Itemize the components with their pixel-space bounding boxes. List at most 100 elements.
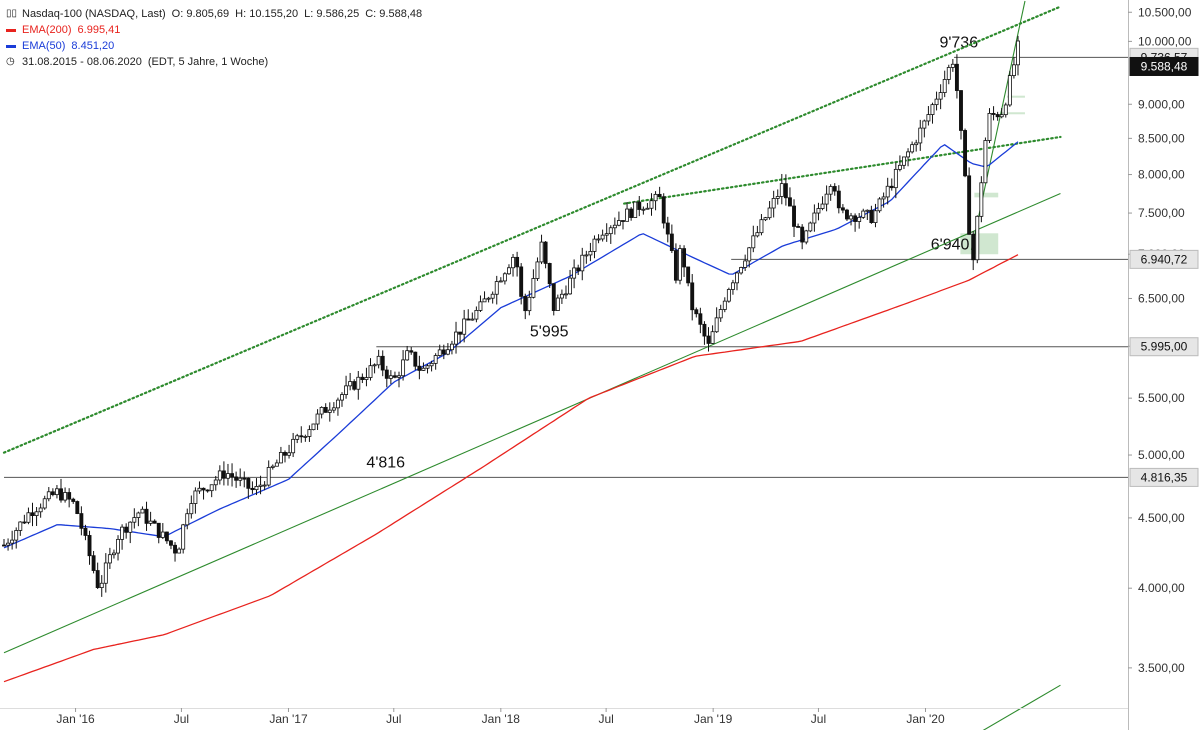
trendline: [3, 192, 1061, 654]
candle-body: [840, 207, 845, 211]
candle-body: [743, 260, 748, 268]
candle-body: [486, 297, 491, 300]
candle-body: [641, 208, 646, 211]
candle-body: [445, 349, 450, 355]
legend-ema50-row: EMA(50) 8.451,20: [6, 38, 422, 54]
candle-body: [315, 413, 320, 425]
candle-body: [564, 293, 568, 296]
candle-body: [303, 436, 308, 438]
candle-body: [344, 385, 349, 395]
candle-body: [796, 226, 801, 228]
candle-body: [22, 521, 27, 524]
support-zone: [960, 233, 999, 255]
candle-body: [213, 479, 218, 486]
candle-body: [608, 227, 613, 235]
candle-body: [523, 296, 528, 312]
candle-body: [482, 298, 487, 303]
candle-body: [128, 521, 133, 533]
y-tick-label: 8.000,00: [1138, 168, 1185, 182]
candle-body: [450, 343, 454, 351]
candle-body: [771, 198, 776, 209]
x-tick-label: Jul: [174, 712, 189, 726]
x-tick-label: Jul: [598, 712, 613, 726]
candle-body: [173, 544, 177, 554]
y-tick-label: 6.500,00: [1138, 291, 1185, 305]
candle-body: [910, 144, 915, 153]
candle-body: [156, 522, 161, 538]
candle-body: [311, 423, 316, 431]
candle-body: [299, 435, 304, 438]
candle-body: [348, 381, 353, 387]
candle-body: [690, 282, 695, 311]
zone-layer: [960, 95, 1025, 255]
candle-body: [669, 233, 674, 251]
candle-body: [409, 350, 414, 353]
candle-body: [388, 375, 393, 379]
candle-body: [83, 527, 88, 536]
candle-body: [107, 554, 112, 564]
candle-body: [67, 492, 72, 500]
open-value: O: 9.805,69: [171, 8, 230, 20]
legend-range-row: ◷ 31.08.2015 - 08.06.2020 (EDT, 5 Jahre,…: [6, 54, 422, 70]
candle-body: [189, 503, 194, 515]
x-tick-label: Jul: [811, 712, 826, 726]
candle-body: [291, 438, 296, 454]
candle-body: [527, 296, 532, 312]
candle-body: [42, 498, 47, 509]
candle-body: [845, 209, 849, 220]
candle-body: [698, 313, 703, 325]
candle-body: [730, 282, 735, 290]
candle-body: [580, 254, 585, 272]
candle-body: [954, 63, 959, 91]
candle-body: [751, 235, 756, 249]
candle-body: [246, 477, 251, 489]
candle-body: [335, 399, 340, 409]
candle-body: [46, 491, 51, 500]
level-annotation: 6'940: [931, 236, 970, 253]
candle-body: [779, 183, 784, 197]
candle-body: [364, 377, 369, 380]
candle-body: [511, 256, 515, 269]
candle-body: [242, 477, 247, 480]
candle-body: [531, 278, 536, 298]
candle-body: [217, 470, 222, 481]
candle-body: [869, 209, 874, 224]
trend-layer: [2, 0, 1062, 735]
candle-body: [234, 476, 239, 481]
candle-body: [405, 350, 410, 361]
y-tick-label: 10.000,00: [1138, 34, 1192, 48]
candle-body: [718, 309, 723, 319]
candle-body: [739, 267, 744, 274]
candle-body: [319, 406, 324, 415]
candle-body: [645, 207, 650, 210]
candle-body: [918, 127, 923, 144]
candle-body: [258, 484, 263, 487]
candle-body: [384, 369, 389, 379]
legend-ohlc-row: ▯▯ Nasdaq-100 (NASDAQ, Last) O: 9.805,69…: [6, 6, 422, 22]
candle-body: [824, 193, 829, 205]
candle-body: [270, 465, 275, 468]
level-annotation: 4'816: [366, 454, 405, 471]
candle-body: [747, 247, 752, 262]
candle-body: [144, 508, 149, 524]
candle-body: [164, 531, 169, 542]
candle-body: [441, 349, 446, 355]
candle-body: [376, 355, 381, 366]
candle-body: [470, 318, 475, 321]
price-level-box: [1129, 56, 1199, 76]
support-zone: [974, 192, 999, 198]
candle-body: [902, 156, 906, 166]
date-range: 31.08.2015 - 08.06.2020: [22, 56, 142, 68]
candle-body: [87, 535, 92, 557]
candle-body: [177, 548, 182, 554]
candle-body: [893, 168, 898, 189]
candle-body: [934, 98, 939, 106]
candle-body: [621, 220, 625, 222]
candle-body: [897, 164, 902, 170]
support-zone: [1006, 95, 1025, 98]
candle-body: [38, 507, 43, 513]
candle-body: [629, 208, 634, 218]
candle-body: [490, 293, 495, 299]
